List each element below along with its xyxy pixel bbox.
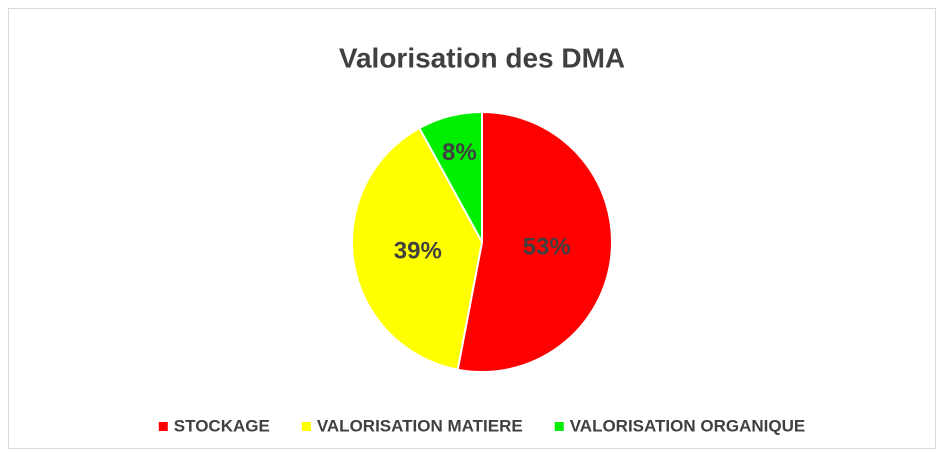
legend-swatch	[554, 422, 564, 431]
data-label: 39%	[394, 238, 442, 265]
pie-slice	[351, 126, 484, 371]
chart-title: Valorisation des DMA	[339, 42, 625, 73]
pie-slice	[456, 110, 613, 373]
pie-slice	[418, 110, 483, 243]
legend-swatch	[301, 422, 311, 431]
data-label: 8%	[442, 139, 477, 166]
data-label: 53%	[523, 233, 571, 260]
legend-swatch	[158, 422, 168, 431]
legend-label: STOCKAGE	[174, 416, 270, 435]
legend-label: VALORISATION ORGANIQUE	[570, 416, 806, 435]
legend-label: VALORISATION MATIERE	[317, 416, 523, 435]
